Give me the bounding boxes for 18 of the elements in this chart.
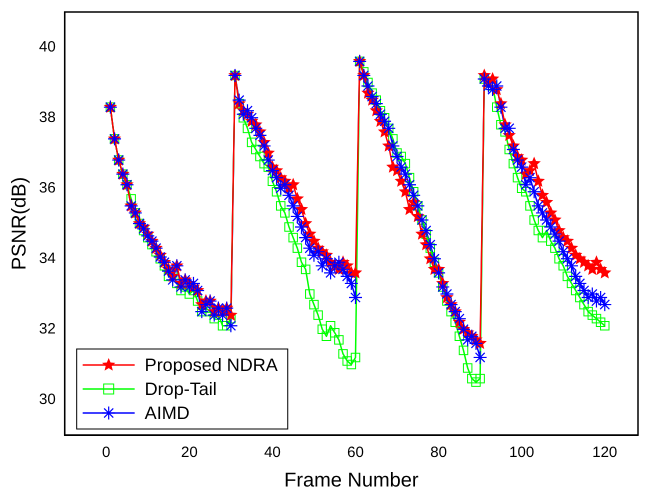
y-tick-label: 36 [38, 179, 56, 196]
y-tick-label: 34 [38, 250, 56, 267]
x-tick-label: 100 [509, 444, 534, 462]
x-tick-label: 0 [102, 444, 110, 462]
y-axis-title: PSNR(dB) [8, 176, 31, 270]
x-tick-label: 40 [264, 444, 281, 462]
y-tick-label: 30 [38, 390, 56, 408]
legend-label: Drop-Tail [144, 378, 217, 399]
x-tick-label: 60 [347, 444, 364, 462]
x-tick-label: 120 [592, 444, 618, 462]
y-tick-label: 38 [38, 108, 56, 126]
x-tick-label: 20 [180, 444, 198, 462]
legend-label: Proposed NDRA [144, 354, 278, 375]
legend-label: AIMD [144, 402, 190, 423]
y-tick-label: 32 [38, 320, 56, 338]
y-tick-label: 40 [38, 38, 56, 56]
x-axis-title: Frame Number [284, 470, 419, 492]
x-tick-label: 80 [430, 444, 447, 462]
